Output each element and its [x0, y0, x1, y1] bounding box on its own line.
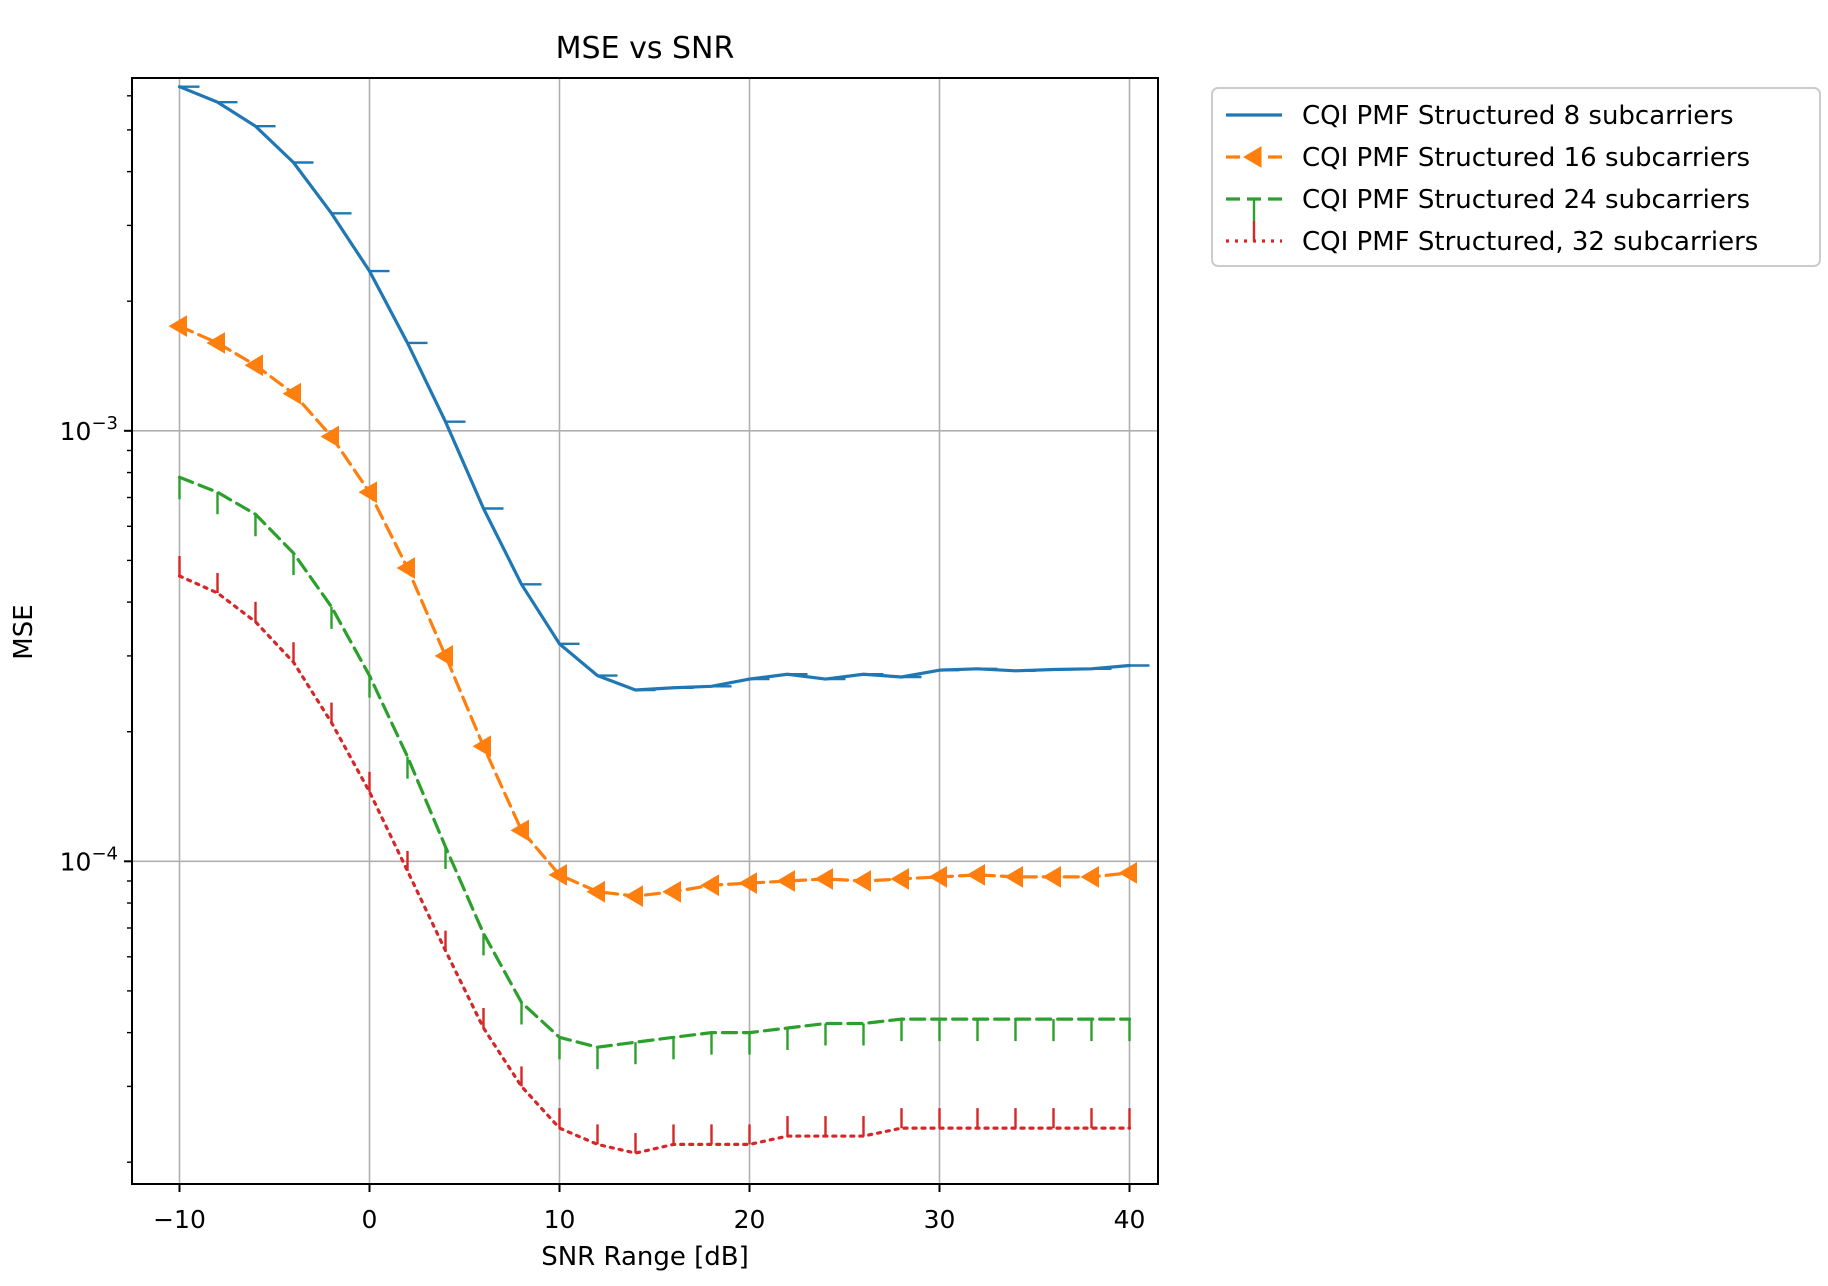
series-line: [177, 475, 1132, 1049]
data-point: [472, 735, 491, 758]
data-point: [700, 874, 719, 897]
data-point: [890, 868, 909, 890]
data-point: [662, 880, 681, 903]
data-point: [320, 425, 339, 448]
x-tick-label: 40: [1114, 1205, 1146, 1234]
legend: CQI PMF Structured 8 subcarriers CQI PMF …: [1211, 87, 1821, 267]
x-tick-label: 0: [362, 1205, 378, 1234]
series-line: [177, 574, 1132, 1155]
x-tick-label: −10: [153, 1205, 206, 1234]
legend-entry: CQI PMF Structured 24 subcarriers: [1226, 185, 1750, 221]
data-point: [282, 382, 301, 405]
data-point: [358, 481, 377, 504]
data-point: [1080, 866, 1099, 888]
data-point: [510, 819, 529, 842]
data-point: [966, 864, 985, 886]
data-point: [738, 872, 757, 894]
data-point: [168, 315, 187, 338]
data-point: [776, 870, 795, 892]
data-point: [548, 864, 567, 886]
y-tick-label: 10−3: [60, 413, 118, 446]
grid-layer: [132, 78, 1158, 1184]
legend-label: CQI PMF Structured 24 subcarriers: [1302, 185, 1750, 215]
series-1: [177, 85, 1150, 692]
data-point: [852, 870, 871, 892]
data-point: [206, 332, 225, 354]
plot-area: [168, 85, 1150, 1155]
x-axis-title: SNR Range [dB]: [541, 1242, 749, 1272]
y-tick-label: 10−4: [60, 843, 118, 876]
data-point: [434, 645, 453, 667]
data-point: [624, 885, 643, 908]
data-point: [1042, 866, 1061, 888]
series-4: [177, 555, 1132, 1155]
x-tick-label: 30: [924, 1205, 956, 1234]
series-2: [168, 315, 1137, 908]
legend-box: [1211, 87, 1821, 267]
legend-label: CQI PMF Structured 16 subcarriers: [1302, 143, 1750, 173]
x-tick-label: 20: [734, 1205, 766, 1234]
data-point: [814, 868, 833, 890]
x-tick-label: 10: [544, 1205, 576, 1234]
data-point: [396, 557, 415, 579]
series-3: [177, 475, 1132, 1070]
data-point: [1004, 866, 1023, 888]
data-point: [586, 880, 605, 903]
legend-entry: CQI PMF Structured 16 subcarriers: [1226, 143, 1750, 173]
legend-label: CQI PMF Structured 8 subcarriers: [1302, 101, 1734, 131]
axes-frame: [131, 77, 1159, 1185]
data-point: [1118, 862, 1137, 884]
data-point: [1243, 146, 1262, 168]
legend-entry: CQI PMF Structured, 32 subcarriers: [1226, 221, 1758, 257]
legend-entry: CQI PMF Structured 8 subcarriers: [1226, 101, 1734, 131]
y-axis-title: MSE: [9, 604, 39, 659]
tick-layer: −10 0 10 20 30 40 10−3 10−4: [60, 95, 1146, 1234]
chart-title: MSE vs SNR: [556, 31, 735, 66]
data-point: [244, 354, 263, 377]
legend-label: CQI PMF Structured, 32 subcarriers: [1302, 227, 1758, 257]
data-point: [928, 866, 947, 888]
